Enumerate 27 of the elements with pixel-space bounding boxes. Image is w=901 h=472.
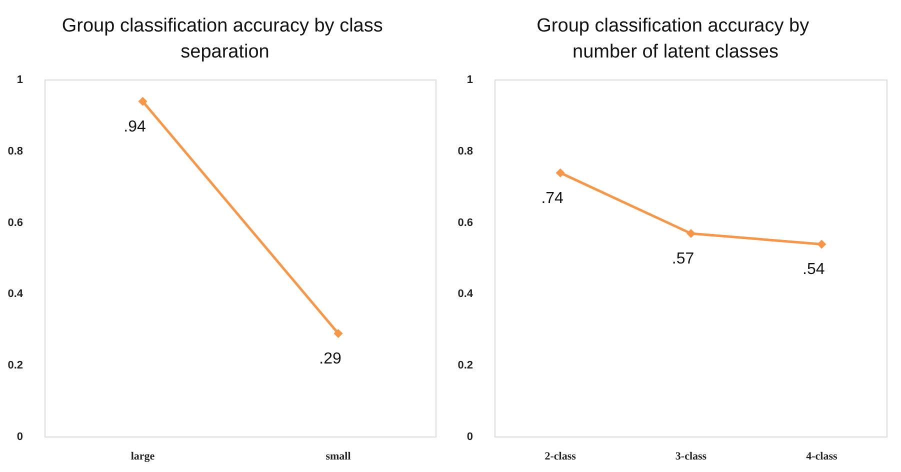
data-label: .94	[124, 118, 146, 136]
chart-title: Group classification accuracy by number of latent classes	[536, 16, 814, 62]
data-label: .57	[672, 250, 694, 268]
data-label: .74	[541, 190, 564, 207]
y-tick-label: 0.6	[458, 216, 473, 229]
x-tick-label: small	[326, 450, 351, 462]
y-tick-label: 0.4	[8, 288, 24, 300]
y-tick-label: 0.8	[458, 145, 473, 158]
y-tick-label: 0.2	[458, 360, 473, 372]
point	[686, 229, 696, 238]
y-tick-label: 0.8	[8, 145, 23, 158]
x-tick-label: 3-class	[675, 450, 708, 462]
point	[817, 240, 826, 249]
y-tick-label: 1	[466, 74, 473, 86]
y-tick-label: 0.4	[458, 288, 474, 300]
data-label: .29	[319, 350, 342, 368]
chart-title: Group classification accuracy by class separation	[62, 16, 388, 62]
y-tick-label: 1	[16, 74, 23, 86]
y-tick-label: 0.2	[8, 360, 23, 372]
data-label: .54	[802, 261, 825, 278]
y-tick-label: 0	[466, 431, 473, 443]
y-tick-label: 0	[16, 431, 23, 443]
x-tick-label: large	[130, 450, 155, 462]
x-tick-label: 2-class	[544, 450, 577, 462]
y-tick-label: 0.6	[8, 216, 23, 229]
x-tick-label: 4-class	[806, 450, 838, 462]
point	[556, 168, 565, 178]
